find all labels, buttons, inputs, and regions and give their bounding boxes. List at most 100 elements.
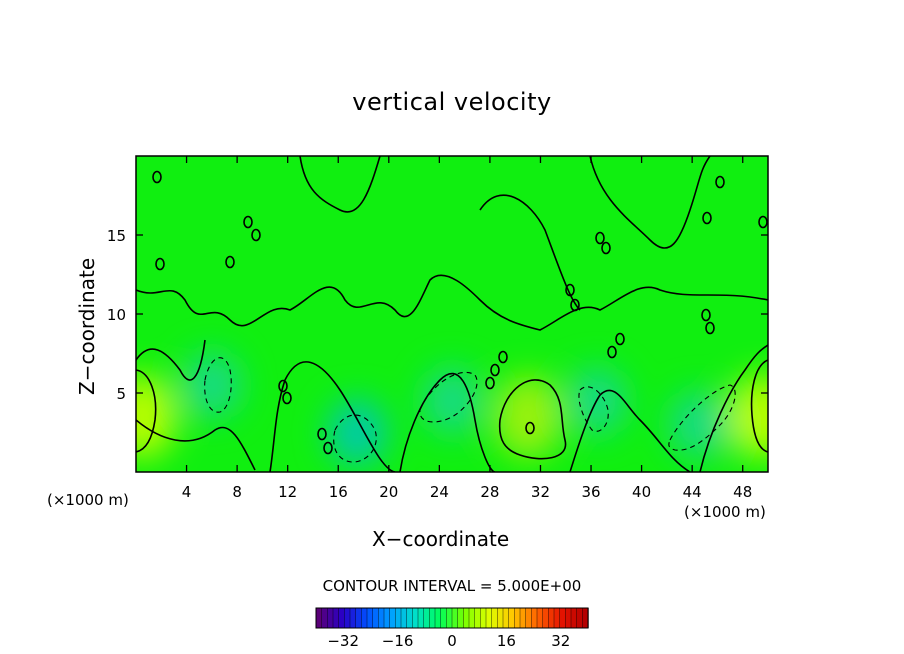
contour-line (750, 359, 768, 453)
colorbar-cell (480, 607, 487, 629)
contour-cell (485, 376, 495, 390)
colorbar-cell (542, 607, 550, 629)
contour-cell (525, 421, 535, 435)
colorbar-cell (440, 607, 448, 629)
contour-cell (225, 255, 235, 269)
x-tick-label: 44 (683, 483, 702, 501)
y-tick-label: 5 (116, 385, 126, 403)
colorbar-cell (321, 607, 329, 629)
colorbar-cell (315, 607, 323, 629)
contour-cell (498, 350, 508, 364)
colorbar-cell (406, 607, 414, 629)
colorbar-cell (474, 607, 482, 629)
contour-line (136, 369, 157, 453)
colorbar-cell (355, 607, 363, 629)
colorbar-cell (451, 607, 459, 629)
contour-line (399, 372, 496, 472)
contour-line (136, 419, 256, 471)
colorbar-cell (548, 607, 555, 629)
colorbar-cell (536, 607, 544, 629)
contour-cell (251, 228, 261, 242)
colorbar-cell (412, 607, 419, 629)
x-tick-label: 12 (278, 483, 297, 501)
y-tick-label: 15 (107, 227, 126, 245)
contour-line (136, 274, 768, 331)
colorbar-cell (502, 607, 510, 629)
contour-cell (758, 215, 768, 229)
contour-cell (570, 298, 580, 312)
x-axis-label: X−coordinate (372, 527, 510, 551)
updraft-region (493, 374, 562, 459)
colorbar-cell (366, 607, 374, 629)
colorbar-cell (463, 607, 470, 629)
colorbar-cell (423, 607, 431, 629)
updraft-region (727, 374, 768, 459)
colorbar-cell (457, 607, 465, 629)
colorbar-cell (525, 607, 533, 629)
contour-cell (702, 211, 712, 225)
contour-line-negative (668, 384, 736, 451)
downdraft-region (327, 398, 388, 467)
contour-cell (317, 427, 327, 441)
colorbar-tick-label: 32 (551, 632, 570, 650)
colorbar-cell (491, 607, 499, 629)
colorbar-cell (417, 607, 425, 629)
contour-line-negative (204, 357, 232, 413)
contour-line-negative (578, 386, 609, 432)
contour-cell (278, 379, 288, 393)
contour-line (269, 361, 396, 472)
contour-cell (601, 241, 611, 255)
colorbar-frame (315, 607, 589, 629)
colorbar-cell (531, 607, 538, 629)
x-tick-label: 40 (632, 483, 651, 501)
downdraft-region (181, 351, 242, 420)
contour-cell (701, 308, 711, 322)
colorbar-cell (344, 607, 351, 629)
contour-cell (155, 257, 165, 271)
colorbar-cell (553, 607, 561, 629)
colorbar-cell (559, 607, 567, 629)
contour-cell (607, 345, 617, 359)
z-unit-label: (×1000 m) (47, 491, 129, 509)
y-tick-label: 10 (107, 306, 126, 324)
colorbar-cell (434, 607, 442, 629)
colorbar-tick-label: −16 (382, 632, 414, 650)
x-tick-label: 4 (182, 483, 192, 501)
colorbar-cell (349, 607, 357, 629)
contour-interval-label: CONTOUR INTERVAL = 5.000E+00 (322, 577, 582, 595)
contour-line (569, 389, 691, 472)
x-unit-label: (×1000 m) (684, 503, 766, 521)
colorbar-cell (570, 607, 578, 629)
x-tick-label: 32 (531, 483, 550, 501)
colorbar-cell (446, 607, 453, 629)
x-tick-label: 8 (232, 483, 242, 501)
contour-line (589, 156, 711, 249)
contour-line (498, 379, 567, 460)
colorbar-tick-label: 16 (497, 632, 516, 650)
colorbar-cell (485, 607, 493, 629)
colorbar-cell (514, 607, 521, 629)
colorbar-cell (372, 607, 380, 629)
contour-line (299, 156, 381, 213)
colorbar-cell (338, 607, 346, 629)
colorbar-tick-label: 0 (447, 632, 457, 650)
contour-cell (152, 170, 162, 184)
contour-cell (595, 231, 605, 245)
chart-title: vertical velocity (352, 88, 552, 116)
x-tick-label: 48 (733, 483, 752, 501)
colorbar-cell (395, 607, 402, 629)
y-axis-label: Z−coordinate (75, 257, 99, 395)
contour-cell (490, 363, 500, 377)
colorbar-cell (565, 607, 572, 629)
colorbar-tick-label: −32 (327, 632, 359, 650)
contour-cell (615, 332, 625, 346)
x-tick-label: 28 (480, 483, 499, 501)
colorbar-cell (519, 607, 527, 629)
colorbar-cell (332, 607, 340, 629)
contour-cell (715, 175, 725, 189)
x-tick-label: 24 (430, 483, 449, 501)
colorbar-cell (400, 607, 408, 629)
colorbar-cell (327, 607, 334, 629)
x-tick-label: 36 (581, 483, 600, 501)
